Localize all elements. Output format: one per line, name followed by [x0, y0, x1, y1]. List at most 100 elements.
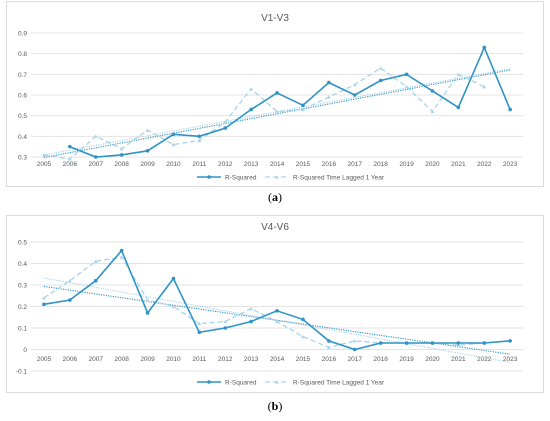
y-tick-label: 0.8 [18, 51, 27, 58]
data-point-time-lagged [68, 278, 72, 283]
chart-panel-b: V4-V6 -0.1 0 0.1 0.2 0.3 0.4 0.5 2005 2006 2007 200… [6, 215, 544, 393]
x-tick-label: 2022 [477, 356, 492, 363]
data-point-time-lagged [275, 319, 279, 324]
x-tick-label: 2012 [218, 161, 233, 168]
data-point-time-lagged [197, 138, 202, 143]
x-tick-label: 2019 [399, 161, 414, 168]
x-tick-label: 2022 [477, 161, 492, 168]
data-point-r-squared [223, 126, 228, 130]
y-tick-label: 0.5 [18, 240, 27, 247]
x-tick-label: 2011 [192, 161, 206, 168]
data-point-r-squared [482, 45, 487, 50]
data-point-r-squared [68, 298, 72, 302]
data-point-r-squared [197, 134, 202, 139]
data-point-time-lagged [68, 157, 72, 161]
data-point-time-lagged [145, 128, 150, 132]
x-tick-label: 2019 [399, 356, 414, 363]
data-point-r-squared [404, 72, 409, 77]
data-point-r-squared [249, 319, 253, 324]
data-point-r-squared [430, 341, 435, 345]
y-tick-label: 0.1 [18, 326, 27, 333]
data-point-time-lagged [197, 321, 202, 326]
data-point-r-squared [378, 341, 383, 345]
data-point-r-squared [119, 248, 124, 253]
x-tick-label: 2020 [425, 161, 440, 168]
data-point-time-lagged [93, 259, 98, 263]
data-point-r-squared [42, 302, 46, 307]
data-point-r-squared [119, 153, 124, 157]
x-tick-label: 2016 [322, 356, 337, 363]
x-tick-label: 2005 [37, 161, 52, 168]
x-tick-label: 2012 [218, 356, 233, 363]
data-point-r-squared [68, 144, 72, 149]
y-tick-label: 0.4 [18, 261, 27, 268]
data-point-r-squared [378, 78, 383, 83]
x-tick-label: 2013 [244, 161, 259, 168]
x-tick-label: 2014 [270, 161, 285, 168]
data-point-r-squared [508, 339, 512, 343]
x-tick-label: 2006 [63, 161, 78, 168]
data-point-time-lagged [456, 72, 461, 76]
data-point-time-lagged [119, 255, 124, 259]
data-point-time-lagged [404, 84, 409, 89]
caption-a: (a) [268, 190, 282, 204]
data-point-r-squared [145, 311, 150, 315]
x-tick-label: 2020 [425, 356, 440, 363]
caption-b: (b) [267, 399, 283, 413]
y-tick-label: 0.2 [18, 304, 27, 311]
x-tick-label: 2017 [348, 356, 363, 363]
data-point-time-lagged [327, 95, 331, 99]
data-point-time-lagged [119, 146, 124, 151]
x-tick-label: 2008 [114, 161, 129, 168]
x-tick-label: 2021 [451, 161, 466, 168]
legend-marker-r-squared [207, 175, 211, 179]
data-point-time-lagged [171, 304, 176, 309]
series-line-time-lagged [43, 67, 485, 160]
data-point-r-squared [249, 107, 253, 112]
x-tick-label: 2023 [503, 161, 518, 168]
chart-svg-a: V1-V3 0.3 0.4 0.5 0.6 0.7 0.8 0.9 2005 2006 2007 20… [18, 13, 524, 182]
data-point-time-lagged [249, 306, 253, 311]
chart-panel-a: V1-V3 0.3 0.4 0.5 0.6 0.7 0.8 0.9 2005 2006 2007 20… [6, 1, 544, 187]
chart-title: V1-V3 [261, 13, 289, 24]
data-point-r-squared [508, 107, 512, 112]
y-tick-label: 0.6 [18, 93, 27, 100]
x-tick-label: 2015 [296, 161, 311, 168]
data-point-time-lagged [482, 84, 487, 89]
y-tick-label: 0.3 [18, 155, 27, 162]
x-tick-label: 2010 [166, 161, 181, 168]
data-point-time-lagged [275, 109, 279, 114]
x-tick-label: 2008 [114, 356, 129, 363]
legend-label-time-lagged: R-Squared Time Lagged 1 Year [293, 380, 385, 387]
x-tick-label: 2014 [270, 356, 285, 363]
data-point-r-squared [171, 132, 176, 137]
data-point-time-lagged [145, 298, 150, 302]
x-tick-label: 2016 [322, 161, 337, 168]
data-point-r-squared [93, 278, 98, 283]
x-tick-label: 2006 [63, 356, 78, 363]
data-point-r-squared [275, 91, 279, 95]
data-point-r-squared [223, 326, 228, 330]
data-point-time-lagged [327, 345, 331, 349]
series-line-r-squared [69, 45, 511, 158]
x-tick-label: 2015 [296, 356, 311, 363]
data-point-r-squared [171, 276, 176, 281]
data-point-time-lagged [378, 66, 383, 70]
y-tick-label: 0.9 [18, 31, 27, 38]
data-point-time-lagged [430, 109, 435, 114]
data-point-time-lagged [301, 334, 305, 339]
x-tick-label: 2009 [140, 356, 155, 363]
x-tick-label: 2018 [373, 161, 388, 168]
data-point-time-lagged [223, 120, 228, 124]
legend-marker-time-lagged [275, 175, 279, 179]
legend-marker-r-squared [207, 380, 211, 384]
data-point-r-squared [456, 105, 461, 110]
y-tick-label: -0.1 [16, 369, 28, 376]
data-point-time-lagged [223, 319, 228, 324]
chart-svg-b: V4-V6 -0.1 0 0.1 0.2 0.3 0.4 0.5 2005 2006 2007 200… [16, 222, 524, 387]
data-point-r-squared [352, 93, 357, 97]
x-tick-label: 2021 [451, 356, 466, 363]
data-point-r-squared [197, 330, 202, 335]
data-point-time-lagged [352, 82, 357, 87]
x-tick-label: 2007 [89, 161, 104, 168]
